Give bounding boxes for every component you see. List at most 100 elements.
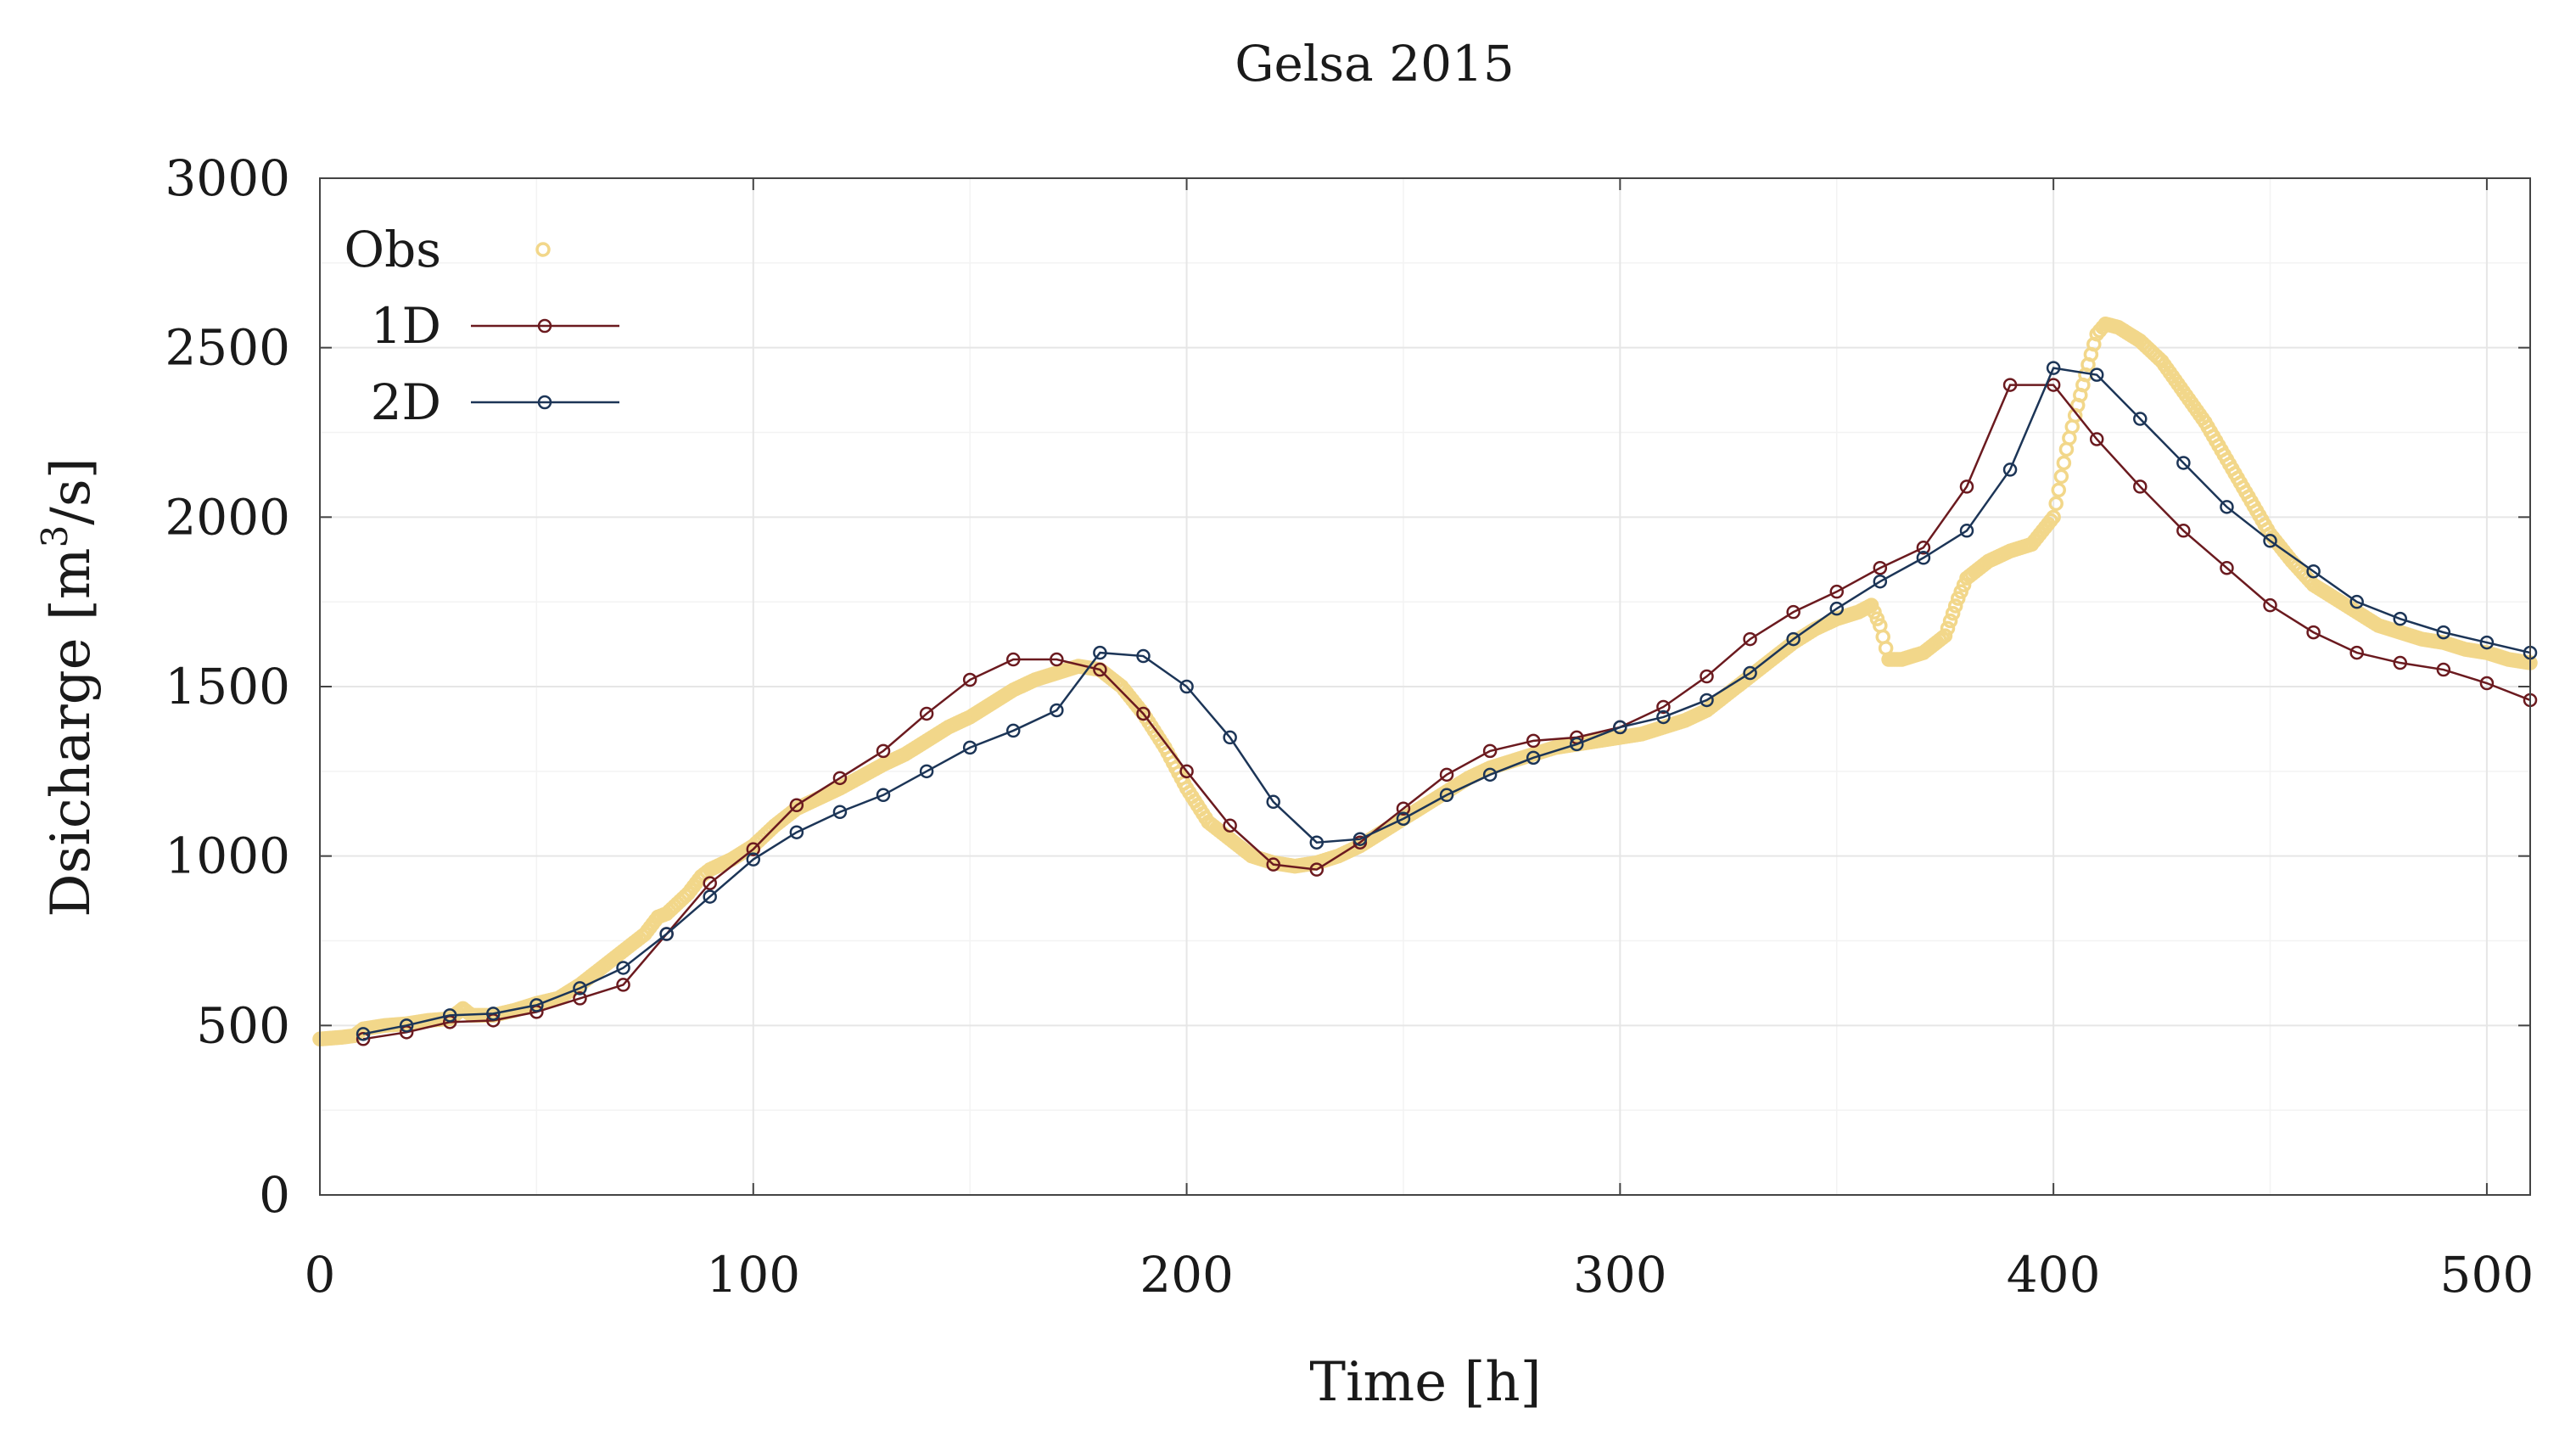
y-tick-label: 2000 [165, 488, 290, 546]
2d-point [1613, 720, 1627, 735]
x-tick-label: 300 [1573, 1246, 1667, 1304]
2d-point [1439, 788, 1454, 803]
1d-point [2393, 655, 2408, 670]
2d-point [1396, 811, 1411, 826]
x-tick-label: 100 [706, 1246, 800, 1304]
2d-point [573, 981, 587, 996]
1d-point [2306, 625, 2321, 640]
axis-ticks: 0 100 200 300 400 500 0 500 1000 1500 2000 2500 3000 [165, 149, 2534, 1304]
1d-point [2089, 432, 2104, 446]
legend-marker-2d [537, 395, 552, 410]
2d-point [2089, 367, 2104, 382]
y-axis-label-superscript: 3 [34, 525, 76, 548]
1d-point [2002, 378, 2018, 392]
y-tick-label: 1500 [165, 658, 290, 715]
2d-point [1136, 648, 1151, 664]
2d-point [659, 927, 674, 941]
y-tick-label: 3000 [165, 149, 290, 207]
2d-point [1959, 524, 1974, 538]
obs-point [2048, 496, 2064, 512]
1d-point [962, 672, 977, 687]
1d-point [2220, 560, 2234, 575]
2d-point [2046, 361, 2061, 375]
2d-point [2133, 412, 2148, 426]
legend-marker-1d [537, 318, 552, 334]
1d-point [2479, 676, 2495, 691]
1d-point [2436, 662, 2451, 677]
obs-point [1863, 597, 1879, 613]
1d-point [2263, 597, 2277, 613]
obs-point [2051, 482, 2067, 498]
1d-point [2046, 378, 2061, 392]
2d-point [2393, 611, 2408, 626]
obs-point [1867, 604, 1882, 620]
2d-point [962, 740, 977, 755]
2d-point [2002, 463, 2018, 477]
legend-marker-obs [535, 242, 551, 257]
x-tick-label: 400 [2007, 1246, 2101, 1304]
obs-point [1869, 611, 1885, 626]
1d-point [1223, 818, 1237, 833]
2d-point [2220, 500, 2234, 514]
1d-point [1050, 652, 1064, 667]
legend-label-1d: 1D [371, 297, 441, 355]
1d-point [2133, 480, 2148, 494]
1d-point [1396, 801, 1411, 816]
1d-point [1526, 733, 1541, 749]
x-tick-label: 0 [305, 1246, 336, 1304]
1d-point [2176, 524, 2191, 538]
obs-point [2056, 455, 2072, 471]
y-tick-label: 0 [259, 1166, 290, 1224]
obs-point [1951, 591, 1966, 606]
2d-point [919, 764, 934, 779]
2d-point [1093, 645, 1107, 660]
obs-point [1947, 598, 1963, 614]
2d-point [1829, 601, 1844, 616]
obs-point [1945, 605, 1961, 621]
legend-label-obs: Obs [344, 221, 441, 278]
obs-point [1937, 628, 1953, 643]
1d-point [1829, 584, 1844, 599]
1d-point [1136, 706, 1151, 721]
2d-point [2436, 625, 2451, 640]
1d-point [616, 978, 630, 992]
1d-point [876, 743, 891, 759]
2d-point [1352, 832, 1368, 846]
1d-point [1179, 764, 1194, 779]
1d-point [1482, 743, 1498, 759]
2d-point [1266, 794, 1280, 810]
obs-point [1940, 620, 1956, 637]
1d-point [1309, 862, 1324, 877]
2d-point [1916, 551, 1931, 565]
1d-point [1959, 480, 1974, 494]
obs-point [1953, 584, 1968, 599]
y-axis-label: Dsicharge [m3/s] [34, 457, 103, 917]
1d-point [1786, 604, 1800, 620]
2d-point [1223, 730, 1237, 745]
1d-point [1873, 560, 1888, 575]
2d-point [1570, 737, 1584, 752]
2d-point [2306, 564, 2321, 579]
2d-point [1526, 750, 1541, 766]
2d-point [442, 1008, 457, 1023]
2d-point [746, 852, 761, 867]
y-tick-label: 1000 [165, 827, 290, 885]
2d-point [1006, 723, 1021, 738]
2d-point [703, 889, 717, 904]
2d-point [2479, 635, 2495, 650]
1d-series [356, 378, 2538, 1046]
x-tick-label: 200 [1140, 1246, 1234, 1304]
2d-point [2349, 594, 2364, 609]
2d-point [1786, 631, 1800, 647]
1d-point [703, 876, 717, 890]
2d-point [616, 961, 630, 975]
1d-point [919, 706, 934, 721]
1d-point [1006, 652, 1021, 667]
1d-point [573, 991, 587, 1006]
x-tick-label: 500 [2440, 1246, 2534, 1304]
2d-point [1482, 767, 1498, 782]
obs-point [2046, 509, 2061, 525]
1d-point [1656, 699, 1671, 715]
2d-point [1873, 574, 1888, 589]
